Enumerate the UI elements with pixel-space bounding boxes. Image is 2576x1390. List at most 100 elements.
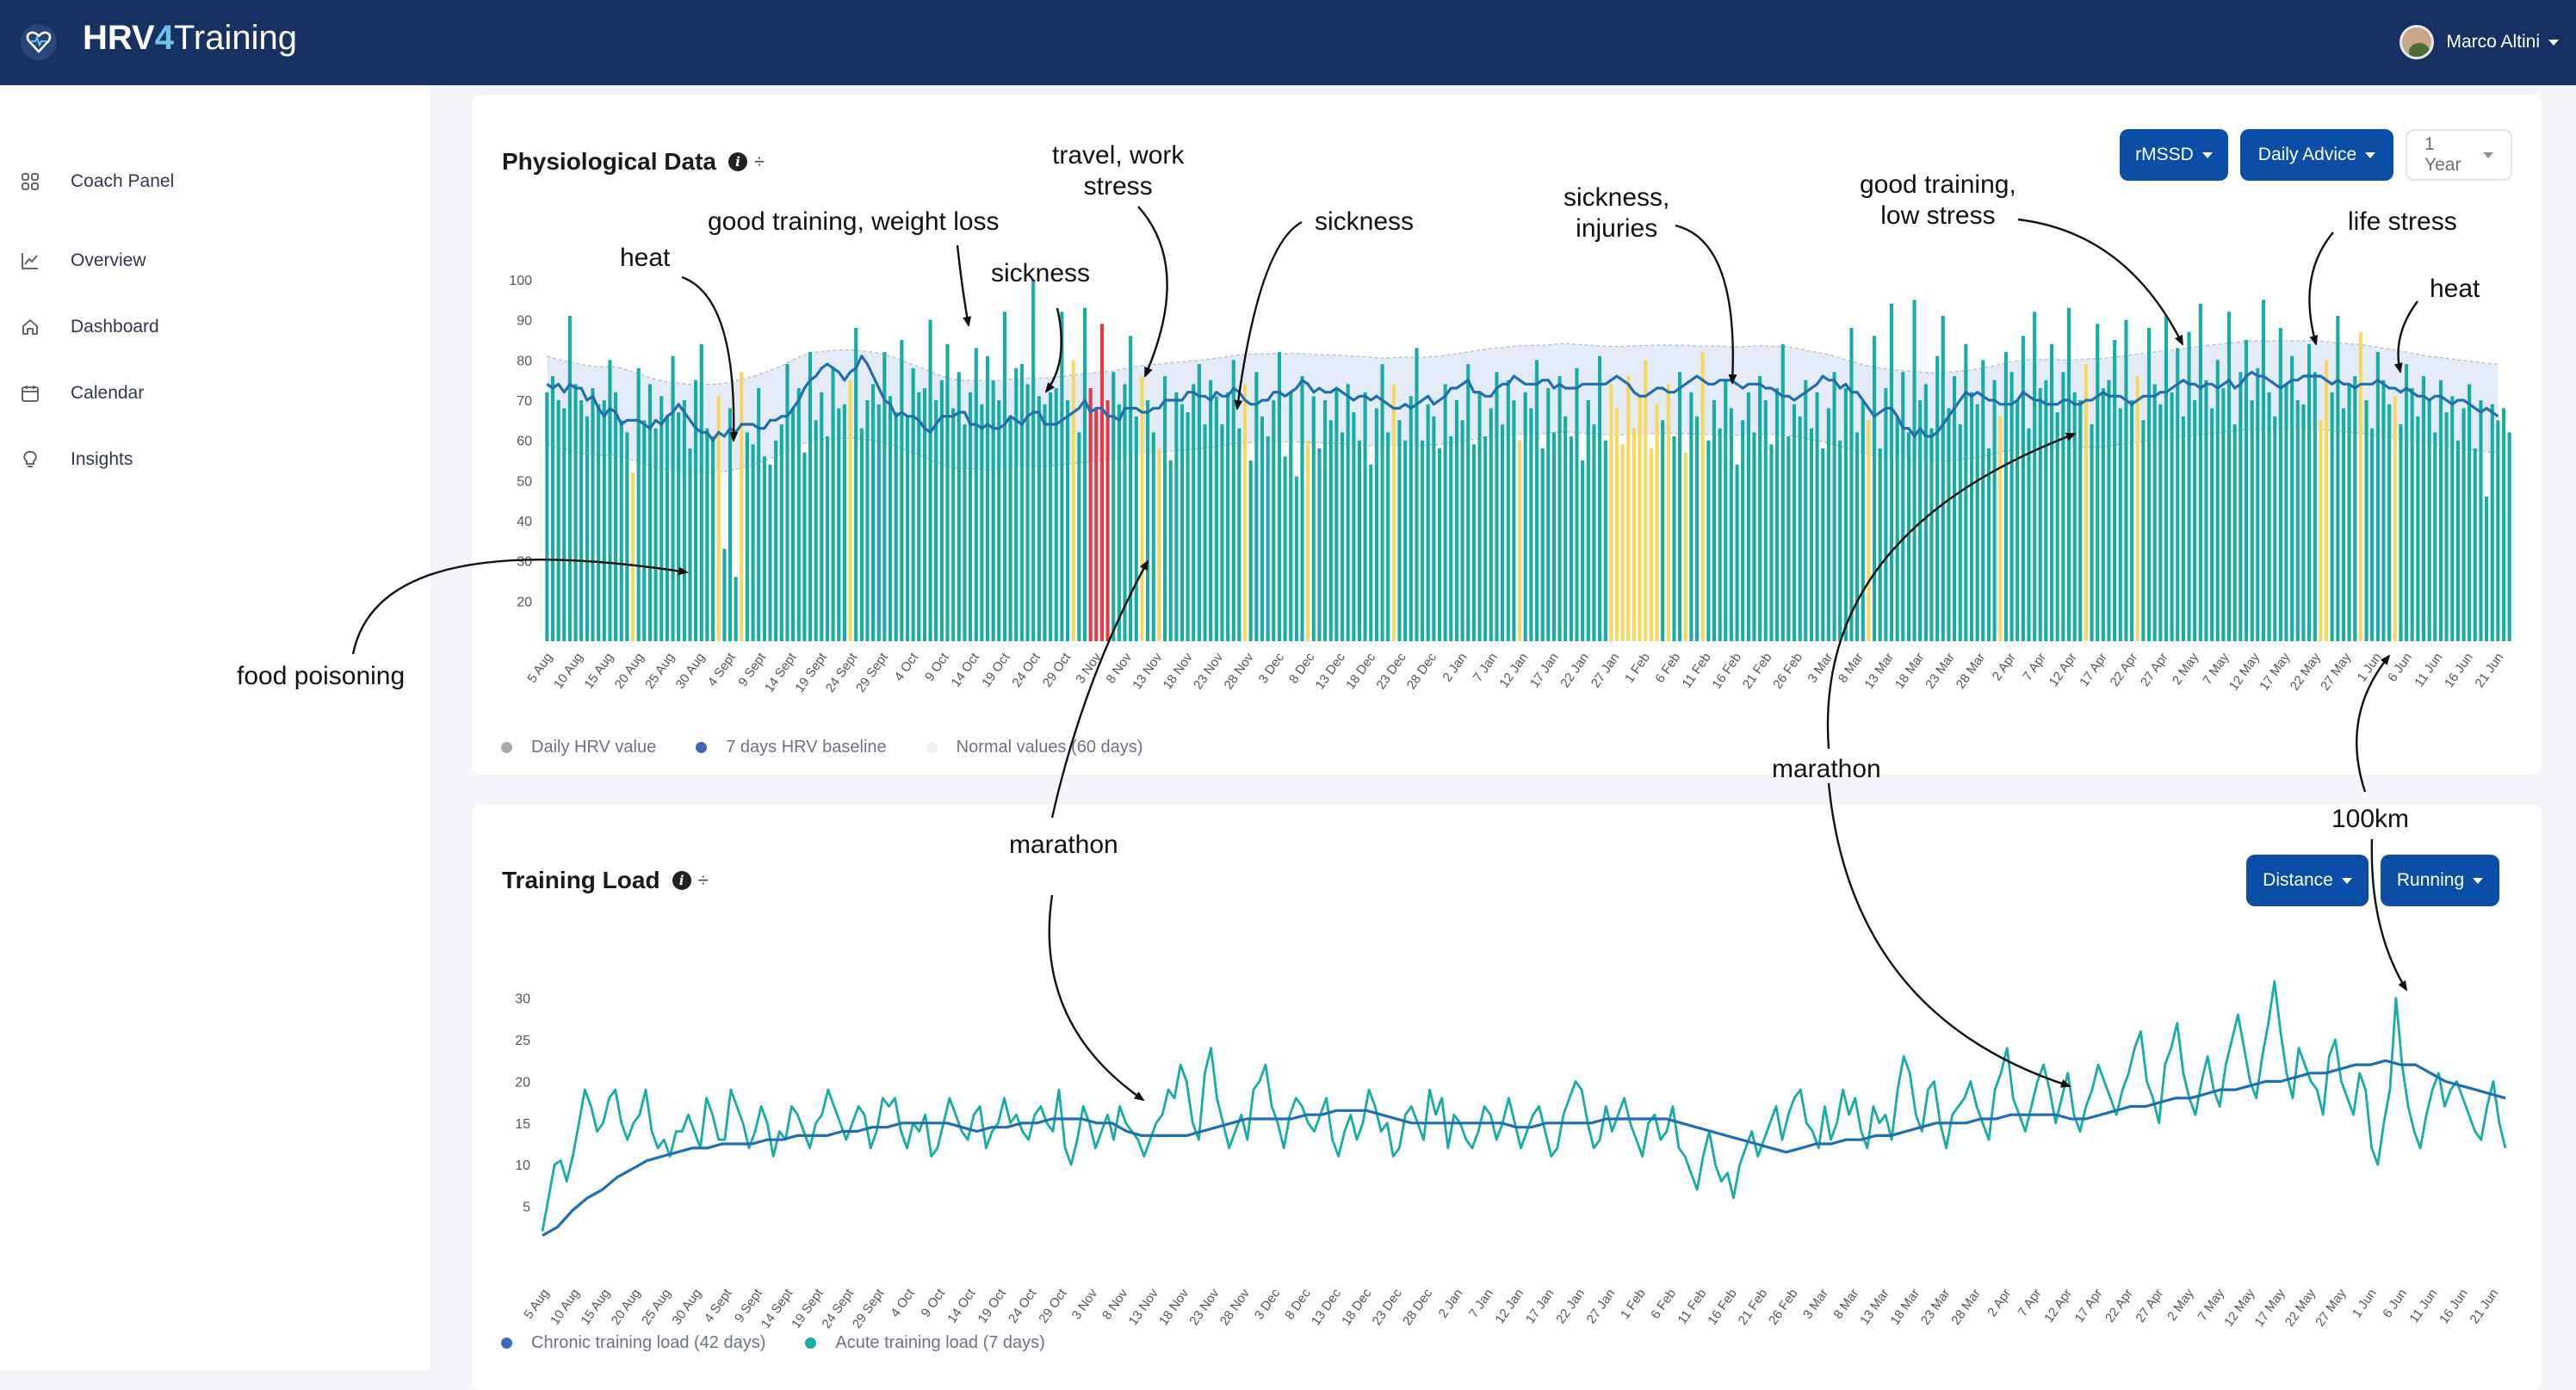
time-range-dropdown-button[interactable]: 1 Year <box>2406 129 2512 181</box>
hrv-bar <box>1209 380 1213 641</box>
info-icon[interactable]: i <box>728 152 747 171</box>
hrv-bar <box>2490 404 2494 641</box>
hrv-bar <box>2319 420 2323 641</box>
hrv-bar <box>2307 343 2312 641</box>
y-tick-label: 30 <box>517 555 532 570</box>
heart-logo-icon[interactable] <box>19 22 59 62</box>
annotation-marathon-1: marathon <box>1009 831 1118 859</box>
x-tick-label: 6 Feb <box>1648 1287 1679 1322</box>
y-tick-label: 5 <box>523 1201 530 1215</box>
annotation-line: sickness, <box>1564 183 1670 212</box>
hrv-bar <box>1380 364 1384 641</box>
x-tick-label: 29 Sept <box>853 650 891 695</box>
sport-dropdown-button[interactable]: Running <box>2381 855 2499 906</box>
daily-advice-dropdown-button[interactable]: Daily Advice <box>2240 129 2393 181</box>
legend-item-daily-hrv[interactable]: Daily HRV value <box>501 738 656 757</box>
hrv-bar <box>2152 384 2157 641</box>
hrv-bar <box>2009 372 2014 641</box>
sidebar-item-insights[interactable]: Insights <box>21 449 133 470</box>
x-tick-label: 26 Feb <box>1770 651 1805 692</box>
hrv-bar <box>1821 448 1825 641</box>
x-tick-label: 18 Dec <box>1339 1286 1374 1328</box>
hrv-bar <box>1060 312 1064 641</box>
x-tick-label: 7 Jan <box>1471 651 1501 685</box>
hrv-bar <box>768 464 772 641</box>
x-tick-label: 14 Oct <box>949 650 983 690</box>
x-tick-label: 19 Oct <box>979 650 1013 690</box>
hrv-bar <box>991 380 995 641</box>
hrv-bar <box>2336 316 2340 641</box>
hrv-bar <box>900 340 904 641</box>
legend-item-acute-load[interactable]: Acute training load (7 days) <box>805 1333 1045 1353</box>
legend-item-hrv-baseline[interactable]: 7 days HRV baseline <box>696 738 887 757</box>
sort-toggle-icon[interactable]: ÷ <box>697 869 709 891</box>
hrv-bar <box>1953 376 1957 641</box>
x-tick-label: 15 Aug <box>578 1287 613 1328</box>
annotation-line: travel, work <box>1052 141 1185 170</box>
x-tick-label: 16 Jun <box>2437 1287 2471 1327</box>
sidebar-item-coach-panel[interactable]: Coach Panel <box>21 171 174 192</box>
y-tick-label: 10 <box>515 1158 530 1173</box>
hrv-bar <box>1163 376 1167 641</box>
hrv-bar <box>2090 424 2094 641</box>
hrv-bar <box>2330 392 2334 641</box>
x-tick-label: 2 May <box>2170 650 2202 688</box>
hrv-bar <box>1386 432 1390 641</box>
sidebar-item-overview[interactable]: Overview <box>21 250 146 271</box>
legend-label: Normal values (60 days) <box>956 738 1143 757</box>
chart-line-icon <box>22 253 38 269</box>
annotation-heat: heat <box>620 244 671 272</box>
x-tick-label: 30 Aug <box>673 651 709 692</box>
hrv-bar <box>2353 376 2357 641</box>
sidebar-item-dashboard[interactable]: Dashboard <box>21 317 159 337</box>
hrv-bar <box>848 380 852 641</box>
brand-logo[interactable]: HRV4Training <box>83 19 298 57</box>
hrv-bar <box>2003 352 2008 641</box>
hrv-bar <box>791 408 796 641</box>
hrv-bar <box>969 392 973 641</box>
sidebar-item-label: Insights <box>71 449 133 469</box>
x-tick-label: 28 Dec <box>1400 1286 1435 1328</box>
hrv-bar <box>2084 364 2089 641</box>
annotation-food-poisoning: food poisoning <box>237 662 406 690</box>
y-tick-label: 70 <box>517 394 532 409</box>
x-tick-label: 7 Apr <box>2016 1287 2045 1319</box>
hrv-bar <box>1998 416 2003 641</box>
hrv-bar <box>699 343 703 641</box>
sort-toggle-icon[interactable]: ÷ <box>753 151 765 172</box>
sidebar-item-calendar[interactable]: Calendar <box>21 383 144 404</box>
info-icon[interactable]: i <box>672 871 691 890</box>
annotation-travel-work-stress: travel, work stress <box>1052 140 1184 202</box>
legend-item-normal-values[interactable]: Normal values (60 days) <box>926 738 1143 757</box>
hrv-bar <box>802 452 807 641</box>
x-tick-label: 2 Apr <box>1985 1287 2014 1319</box>
hrv-bar <box>2135 376 2139 641</box>
distance-dropdown-button[interactable]: Distance <box>2246 855 2369 906</box>
hrv-bar <box>722 548 727 641</box>
hrv-bar <box>1483 436 1488 641</box>
x-tick-label: 22 Jan <box>1557 651 1592 691</box>
x-tick-label: 27 May <box>2318 650 2354 693</box>
legend-item-chronic-load[interactable]: Chronic training load (42 days) <box>501 1333 765 1353</box>
hrv-bar <box>1019 364 1024 641</box>
hrv-bar <box>573 384 578 641</box>
hrv-bar <box>1397 420 1402 641</box>
user-menu[interactable]: Marco Altini <box>2400 22 2576 62</box>
hrv-bar <box>1564 416 1568 641</box>
hrv-bar <box>882 352 887 641</box>
metric-dropdown-button[interactable]: rMSSD <box>2120 129 2228 181</box>
x-tick-label: 13 Nov <box>1130 650 1165 692</box>
annotation-marathon-2: marathon <box>1772 755 1881 783</box>
x-tick-label: 2 May <box>2164 1286 2197 1324</box>
hrv-bar <box>2405 364 2409 641</box>
x-tick-label: 4 Oct <box>888 1286 918 1320</box>
y-tick-label: 15 <box>515 1117 530 1132</box>
hrv-bar <box>1391 384 1396 641</box>
hrv-bar <box>745 432 749 641</box>
x-tick-label: 7 Jan <box>1466 1287 1496 1321</box>
hrv-bar <box>1815 392 1819 641</box>
hrv-bar <box>556 400 560 641</box>
hrv-bar <box>2468 384 2472 641</box>
hrv-bar <box>1975 404 1979 641</box>
hrv-bar <box>1626 376 1631 641</box>
